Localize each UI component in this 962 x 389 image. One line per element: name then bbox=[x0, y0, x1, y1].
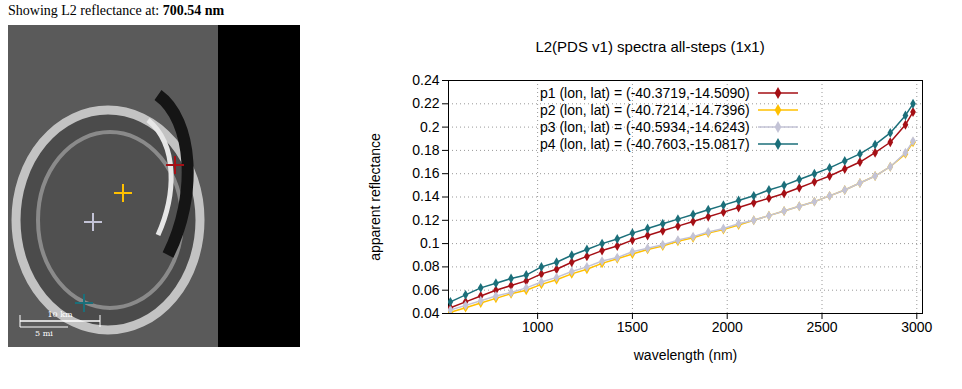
html-text:L2(PDS v1) spectra all-steps (: L2(PDS v1) spectra all-steps (1x1) bbox=[535, 38, 765, 55]
html-text:p1 (lon, lat) = (-40.3719,-14.: p1 (lon, lat) = (-40.3719,-14.5090) bbox=[540, 84, 750, 101]
svg-text:wavelength (nm): wavelength (nm) bbox=[633, 347, 738, 363]
svg-text:3000: 3000 bbox=[901, 319, 932, 335]
svg-text:0.14: 0.14 bbox=[412, 188, 439, 204]
svg-text:10 km: 10 km bbox=[47, 310, 73, 319]
svg-text:2500: 2500 bbox=[806, 319, 837, 335]
svg-text:0.1: 0.1 bbox=[420, 235, 440, 251]
svg-text:0.24: 0.24 bbox=[412, 72, 439, 88]
html-text:p2 (lon, lat) = (-40.7214,-14.: p2 (lon, lat) = (-40.7214,-14.7396) bbox=[540, 101, 750, 118]
svg-text:1500: 1500 bbox=[617, 319, 648, 335]
html-text:p3 (lon, lat) = (-40.5934,-14.: p3 (lon, lat) = (-40.5934,-14.6243) bbox=[540, 118, 750, 135]
html-text:p4 (lon, lat) = (-40.7603,-15.: p4 (lon, lat) = (-40.7603,-15.0817) bbox=[540, 135, 750, 152]
svg-text:0.12: 0.12 bbox=[412, 212, 439, 228]
svg-text:0.08: 0.08 bbox=[412, 258, 439, 274]
svg-text:apparent reflectance: apparent reflectance bbox=[367, 133, 383, 261]
svg-text:0.18: 0.18 bbox=[412, 142, 439, 158]
svg-text:5 mi: 5 mi bbox=[35, 329, 53, 338]
html-text:Showing L2 reflectance at: 700: Showing L2 reflectance at: 700.54 nm bbox=[8, 3, 225, 18]
svg-text:0.22: 0.22 bbox=[412, 95, 439, 111]
svg-text:0.04: 0.04 bbox=[412, 305, 439, 321]
svg-text:0.2: 0.2 bbox=[420, 119, 440, 135]
svg-text:0.16: 0.16 bbox=[412, 165, 439, 181]
svg-text:2000: 2000 bbox=[712, 319, 743, 335]
svg-text:1000: 1000 bbox=[522, 319, 553, 335]
svg-text:0.06: 0.06 bbox=[412, 282, 439, 298]
